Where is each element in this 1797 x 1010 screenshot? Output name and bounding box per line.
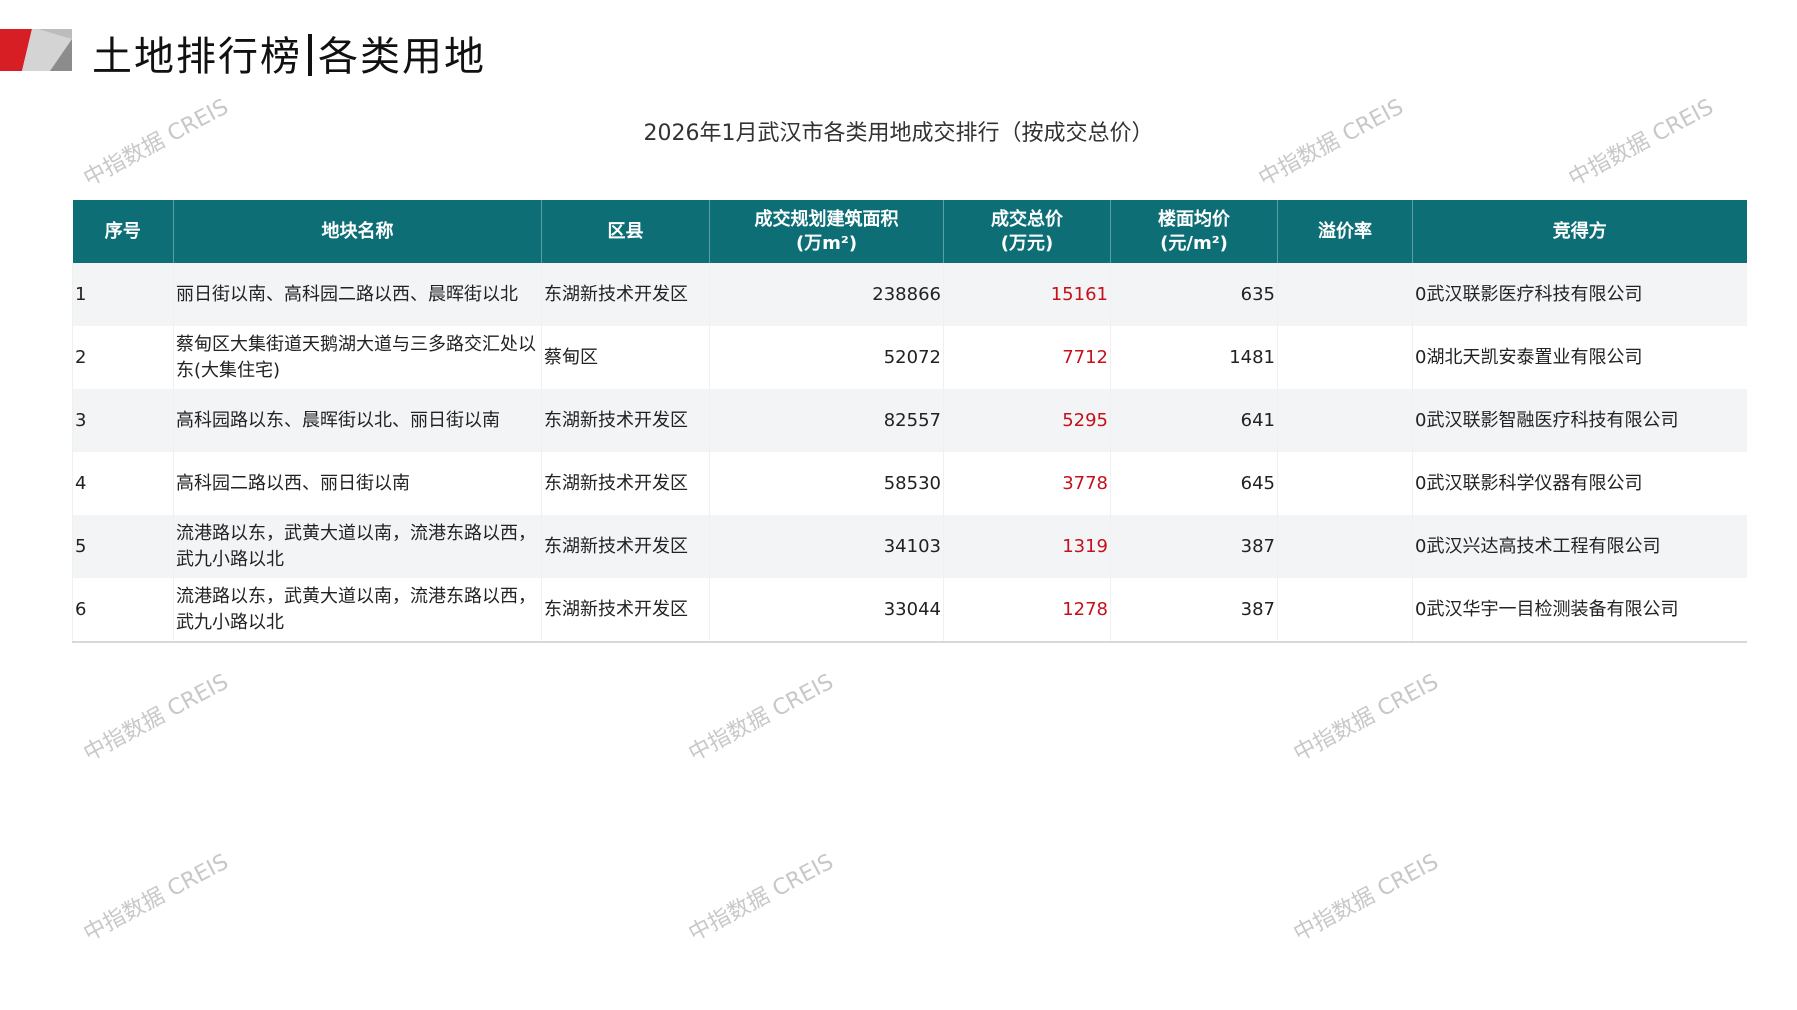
premium-value: 0 xyxy=(1415,346,1427,368)
cell-winner: 0武汉联影医疗科技有限公司 xyxy=(1412,263,1747,326)
cell-land-name: 流港路以东，武黄大道以南，流港东路以西，武九小路以北 xyxy=(173,515,542,578)
col-header-winner: 竞得方 xyxy=(1412,200,1747,263)
cell-area: 238866 xyxy=(709,263,944,326)
cell-premium xyxy=(1277,452,1413,515)
premium-value: 0 xyxy=(1415,535,1427,557)
cell-premium xyxy=(1277,326,1413,389)
col-header-area: 成交规划建筑面积 (万m²) xyxy=(709,200,944,263)
col-header-district: 区县 xyxy=(541,200,710,263)
cell-land-name: 高科园二路以西、丽日街以南 xyxy=(173,452,542,515)
cell-district: 东湖新技术开发区 xyxy=(541,515,710,578)
title-part2: 各类用地 xyxy=(318,34,486,80)
premium-value: 0 xyxy=(1415,409,1427,431)
premium-value: 0 xyxy=(1415,283,1427,305)
cell-no: 4 xyxy=(72,452,174,515)
cell-district: 蔡甸区 xyxy=(541,326,710,389)
cell-district: 东湖新技术开发区 xyxy=(541,578,710,643)
winner-name: 武汉兴达高技术工程有限公司 xyxy=(1426,535,1661,557)
cell-total-price: 1278 xyxy=(943,578,1111,643)
premium-value: 0 xyxy=(1415,598,1427,620)
col-header-premium: 溢价率 xyxy=(1277,200,1413,263)
col-header-unit-price-label: 楼面均价 xyxy=(1158,208,1230,230)
cell-premium xyxy=(1277,515,1413,578)
cell-winner: 0湖北天凯安泰置业有限公司 xyxy=(1412,326,1747,389)
watermark: 中指数据 CREIS xyxy=(1289,669,1443,767)
watermark: 中指数据 CREIS xyxy=(684,849,838,947)
table-row: 6 流港路以东，武黄大道以南，流港东路以西，武九小路以北 东湖新技术开发区 33044… xyxy=(72,578,1747,643)
table-row: 1 丽日街以南、高科园二路以西、晨晖街以北 东湖新技术开发区 238866 15161 6… xyxy=(72,263,1747,326)
col-header-name: 地块名称 xyxy=(173,200,542,263)
watermark: 中指数据 CREIS xyxy=(79,849,233,947)
table-row: 3 高科园路以东、晨晖街以北、丽日街以南 东湖新技术开发区 82557 5295 641 0… xyxy=(72,389,1747,452)
title-part1: 土地排行榜 xyxy=(92,34,302,80)
col-header-area-label: 成交规划建筑面积 xyxy=(754,208,899,230)
cell-no: 1 xyxy=(72,263,174,326)
col-header-total-unit: (万元) xyxy=(1000,232,1054,254)
table-header-row: 序号 地块名称 区县 成交规划建筑面积 (万m²) 成交总价 (万元) 楼面均价 (元… xyxy=(72,200,1747,263)
cell-unit-price: 635 xyxy=(1110,263,1278,326)
cell-unit-price: 645 xyxy=(1110,452,1278,515)
cell-winner: 0武汉联影智融医疗科技有限公司 xyxy=(1412,389,1747,452)
col-header-no: 序号 xyxy=(72,200,174,263)
col-header-unit-price: 楼面均价 (元/m²) xyxy=(1110,200,1278,263)
title-divider xyxy=(308,34,312,76)
cell-area: 82557 xyxy=(709,389,944,452)
table-title: 2026年1月武汉市各类用地成交排行（按成交总价） xyxy=(643,121,1154,146)
watermark: 中指数据 CREIS xyxy=(79,669,233,767)
cell-total-price: 3778 xyxy=(943,452,1111,515)
cell-premium xyxy=(1277,263,1413,326)
watermark: 中指数据 CREIS xyxy=(684,669,838,767)
cell-land-name: 高科园路以东、晨晖街以北、丽日街以南 xyxy=(173,389,542,452)
cell-premium xyxy=(1277,578,1413,643)
table-row: 5 流港路以东，武黄大道以南，流港东路以西，武九小路以北 东湖新技术开发区 34103… xyxy=(72,515,1747,578)
winner-name: 武汉联影智融医疗科技有限公司 xyxy=(1426,409,1679,431)
col-header-area-unit: (万m²) xyxy=(795,232,858,254)
cell-winner: 0武汉兴达高技术工程有限公司 xyxy=(1412,515,1747,578)
cell-total-price: 7712 xyxy=(943,326,1111,389)
cell-premium xyxy=(1277,389,1413,452)
col-header-total: 成交总价 (万元) xyxy=(943,200,1111,263)
cell-no: 6 xyxy=(72,578,174,643)
cell-no: 5 xyxy=(72,515,174,578)
winner-name: 武汉联影医疗科技有限公司 xyxy=(1426,283,1643,305)
cell-no: 3 xyxy=(72,389,174,452)
cell-no: 2 xyxy=(72,326,174,389)
cell-total-price: 1319 xyxy=(943,515,1111,578)
winner-name: 武汉华宇一目检测装备有限公司 xyxy=(1426,598,1679,620)
cell-unit-price: 387 xyxy=(1110,515,1278,578)
cell-area: 52072 xyxy=(709,326,944,389)
cell-land-name: 丽日街以南、高科园二路以西、晨晖街以北 xyxy=(173,263,542,326)
page-title: 土地排行榜 各类用地 xyxy=(92,24,486,82)
cell-area: 33044 xyxy=(709,578,944,643)
watermark: 中指数据 CREIS xyxy=(1289,849,1443,947)
table-row: 4 高科园二路以西、丽日街以南 东湖新技术开发区 58530 3778 645 0武汉联影科… xyxy=(72,452,1747,515)
cell-unit-price: 387 xyxy=(1110,578,1278,643)
cell-land-name: 蔡甸区大集街道天鹅湖大道与三多路交汇处以东(大集住宅) xyxy=(173,326,542,389)
cell-district: 东湖新技术开发区 xyxy=(541,263,710,326)
table-row: 2 蔡甸区大集街道天鹅湖大道与三多路交汇处以东(大集住宅) 蔡甸区 52072 7712… xyxy=(72,326,1747,389)
cell-winner: 0武汉联影科学仪器有限公司 xyxy=(1412,452,1747,515)
cell-area: 58530 xyxy=(709,452,944,515)
cell-land-name: 流港路以东，武黄大道以南，流港东路以西，武九小路以北 xyxy=(173,578,542,643)
winner-name: 湖北天凯安泰置业有限公司 xyxy=(1426,346,1643,368)
col-header-unit-price-unit: (元/m²) xyxy=(1160,232,1228,254)
winner-name: 武汉联影科学仪器有限公司 xyxy=(1426,472,1643,494)
cell-winner: 0武汉华宇一目检测装备有限公司 xyxy=(1412,578,1747,643)
cell-district: 东湖新技术开发区 xyxy=(541,389,710,452)
cell-unit-price: 1481 xyxy=(1110,326,1278,389)
land-ranking-table: 序号 地块名称 区县 成交规划建筑面积 (万m²) 成交总价 (万元) 楼面均价 (元… xyxy=(72,200,1747,643)
cell-total-price: 15161 xyxy=(943,263,1111,326)
cell-area: 34103 xyxy=(709,515,944,578)
cell-total-price: 5295 xyxy=(943,389,1111,452)
brand-logo-icon xyxy=(0,29,72,71)
premium-value: 0 xyxy=(1415,472,1427,494)
cell-district: 东湖新技术开发区 xyxy=(541,452,710,515)
cell-unit-price: 641 xyxy=(1110,389,1278,452)
col-header-total-label: 成交总价 xyxy=(991,208,1063,230)
